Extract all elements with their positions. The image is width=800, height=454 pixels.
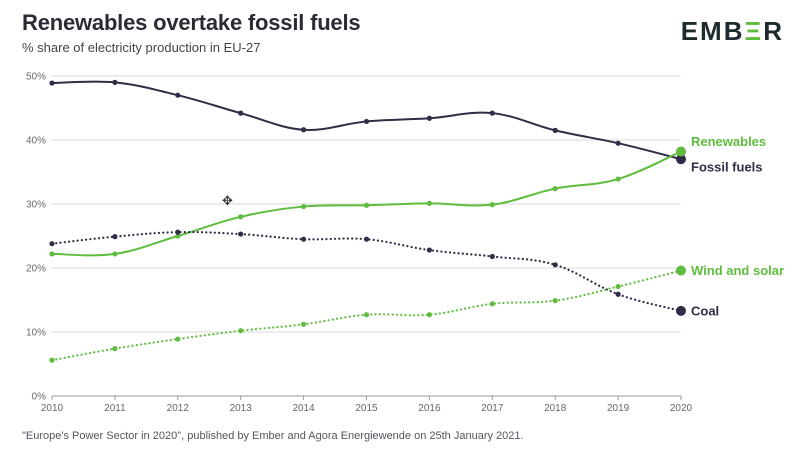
data-point-renewables <box>615 176 621 182</box>
series-label-fossil-fuels: Fossil fuels <box>691 160 763 175</box>
data-point-renewables <box>426 200 432 206</box>
series-label-coal: Coal <box>691 303 719 318</box>
x-axis-ticks: 2010 2011 2012 2013 2014 2015 2016 2017 2018 2019… <box>41 396 693 414</box>
data-point-coal <box>489 253 495 260</box>
y-tick-label: 10% <box>26 328 46 339</box>
x-tick-label: 2012 <box>167 403 190 414</box>
x-tick-label: 2017 <box>481 403 504 414</box>
data-point-fossil-fuels <box>363 118 370 125</box>
logo-highlight: Ξ <box>744 16 764 46</box>
y-tick-label: 30% <box>26 200 46 211</box>
logo-suffix: R <box>763 16 784 46</box>
data-point-wind-and-solar <box>301 321 307 327</box>
x-tick-label: 2018 <box>544 403 567 414</box>
x-tick-label: 2016 <box>418 403 441 414</box>
data-point-wind-and-solar <box>175 336 181 342</box>
chart-title: Renewables overtake fossil fuels <box>22 10 361 35</box>
x-tick-label: 2014 <box>292 403 315 414</box>
data-point-coal <box>238 231 244 237</box>
data-point-fossil-fuels <box>238 110 244 116</box>
series-layer <box>49 79 686 363</box>
chart-subtitle: % share of electricity production in EU-… <box>22 40 261 55</box>
data-point-fossil-fuels <box>426 115 432 121</box>
data-point-wind-and-solar <box>552 298 558 304</box>
data-point-coal <box>301 236 307 242</box>
x-tick-label: 2010 <box>41 403 64 414</box>
data-point-wind-and-solar <box>676 265 686 276</box>
y-tick-label: 20% <box>26 264 46 275</box>
y-tick-label: 0% <box>32 392 47 403</box>
data-point-wind-and-solar <box>49 357 55 363</box>
data-point-renewables <box>552 186 558 192</box>
data-point-coal <box>552 262 558 268</box>
data-point-wind-and-solar <box>426 312 432 318</box>
data-point-wind-and-solar <box>112 346 118 352</box>
data-point-fossil-fuels <box>676 154 686 165</box>
data-point-fossil-fuels <box>49 80 55 86</box>
data-point-wind-and-solar <box>489 301 495 307</box>
logo-prefix: EMB <box>680 16 745 46</box>
source-note: "Europe's Power Sector in 2020", publish… <box>22 430 524 442</box>
data-point-coal <box>49 241 55 247</box>
series-line-coal <box>50 230 683 312</box>
data-point-wind-and-solar <box>238 328 244 334</box>
data-point-fossil-fuels <box>615 140 621 146</box>
data-point-renewables <box>489 202 495 208</box>
series-line-wind-and-solar <box>50 269 683 362</box>
data-point-coal <box>175 229 181 235</box>
x-tick-label: 2013 <box>230 403 253 414</box>
data-point-wind-and-solar <box>363 312 370 318</box>
y-tick-label: 50% <box>26 72 46 83</box>
series-label-renewables: Renewables <box>691 134 766 149</box>
data-point-renewables <box>49 251 55 257</box>
y-tick-label: 40% <box>26 136 46 147</box>
grid-layer <box>52 75 681 397</box>
ember-logo: EMBΞR <box>681 16 784 47</box>
series-label-wind-and-solar: Wind and solar <box>691 263 784 278</box>
move-cursor-icon: ✥ <box>222 193 233 208</box>
data-point-fossil-fuels <box>552 127 558 133</box>
data-point-renewables <box>301 203 307 210</box>
data-point-renewables <box>238 214 244 220</box>
data-point-fossil-fuels <box>112 79 118 85</box>
data-point-coal <box>676 305 686 316</box>
data-point-coal <box>363 236 370 242</box>
data-point-renewables <box>175 233 181 239</box>
data-point-fossil-fuels <box>175 92 181 98</box>
x-tick-label: 2020 <box>670 403 693 414</box>
data-point-coal <box>615 291 621 297</box>
data-point-renewables <box>676 146 686 157</box>
data-point-renewables <box>112 251 118 257</box>
data-point-fossil-fuels <box>301 127 307 133</box>
data-point-renewables <box>363 202 370 208</box>
y-axis-ticks: 0% 10% 20% 30% 40% 50% <box>26 72 46 403</box>
data-point-coal <box>112 234 118 240</box>
series-label-layer: Fossil fuels Renewables Coal Wind and solar <box>691 134 784 318</box>
x-tick-label: 2011 <box>104 403 126 414</box>
x-tick-label: 2019 <box>607 403 630 414</box>
x-tick-label: 2015 <box>355 403 378 414</box>
data-point-fossil-fuels <box>489 110 495 116</box>
data-point-coal <box>426 247 432 253</box>
data-point-wind-and-solar <box>615 283 621 290</box>
